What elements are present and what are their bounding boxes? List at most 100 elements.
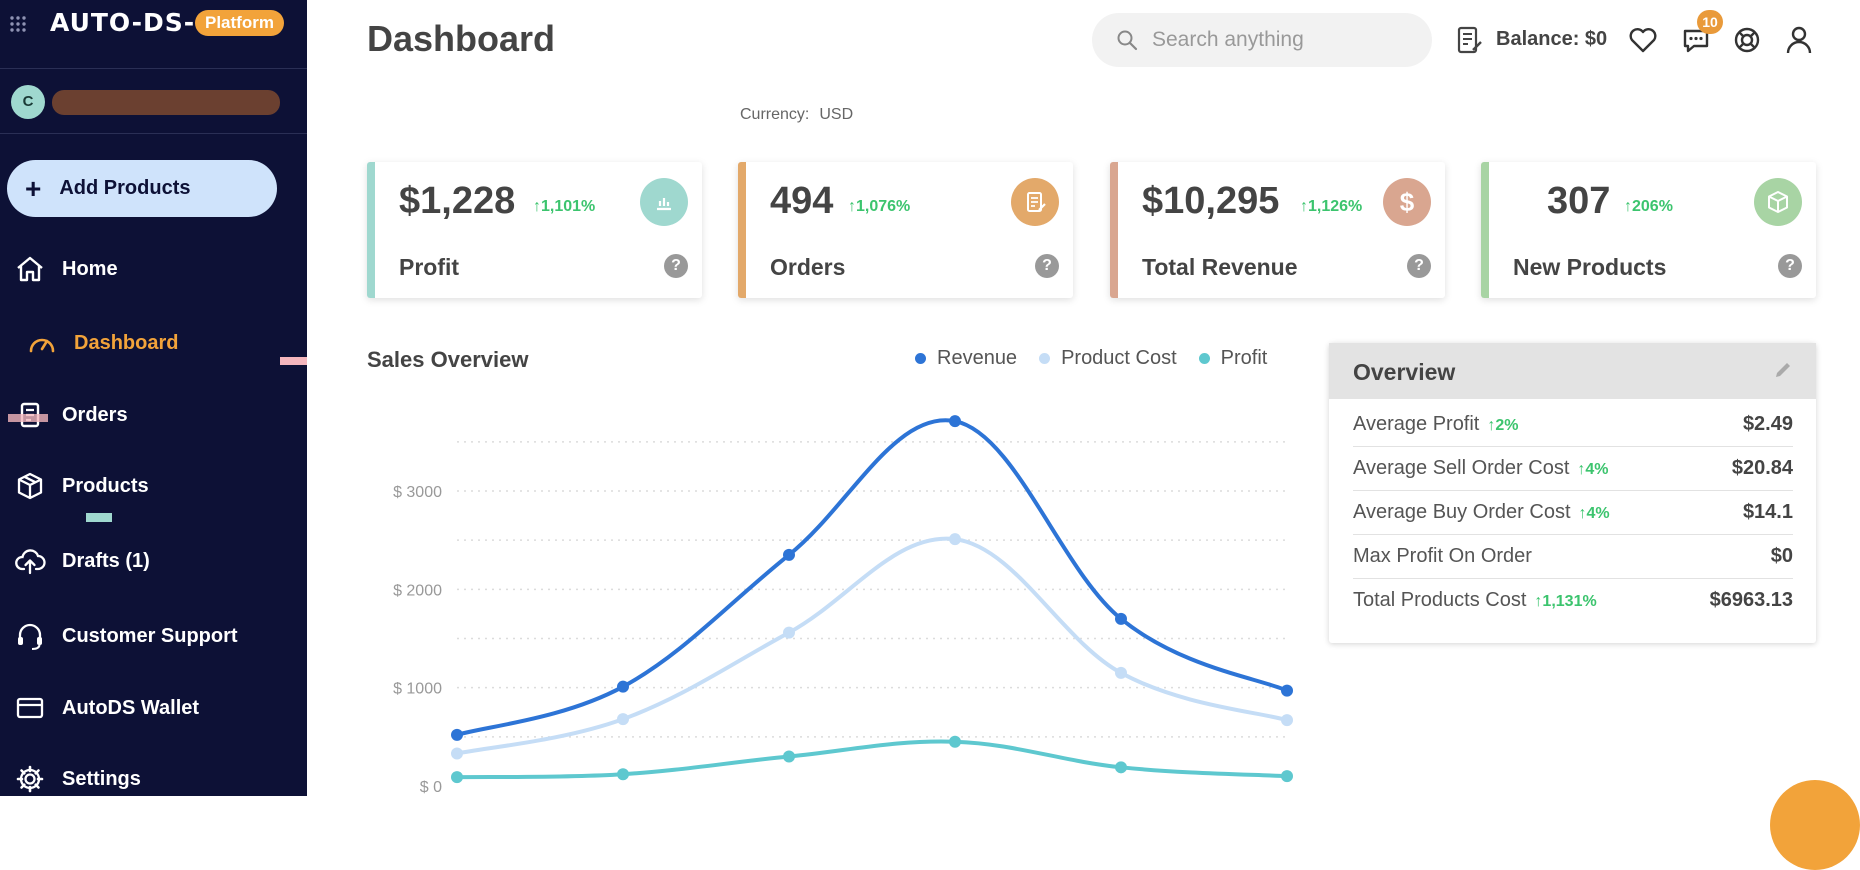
sidebar-item-label: Dashboard [74, 331, 179, 354]
gauge-icon [29, 338, 55, 353]
stat-card-total-revenue: $10,295 ↑1,126% Total Revenue $ ? [1110, 162, 1445, 298]
data-point-product-cost [617, 713, 629, 726]
sales-overview-title: Sales Overview [367, 347, 529, 372]
overview-row-label: Average Sell Order Cost ↑4% [1353, 457, 1609, 480]
sidebar-item-settings[interactable]: Settings [0, 754, 307, 804]
data-point-product-cost [1281, 714, 1293, 727]
stat-card-new-products: 307 ↑206% New Products ? [1481, 162, 1816, 298]
sidebar-item-label: Customer Support [62, 624, 238, 647]
row-label-text: Average Sell Order Cost [1353, 457, 1570, 479]
series-line-profit [456, 739, 1288, 780]
row-change: ↑4% [1578, 505, 1610, 522]
stat-label: Total Revenue [1142, 254, 1298, 280]
account-avatar: C [11, 85, 45, 119]
stat-card-orders: 494 ↑1,076% Orders ? [738, 162, 1073, 298]
stat-value: 494 [770, 180, 834, 222]
plus-icon: + [25, 172, 42, 204]
autods-logo[interactable]: AUTO-DS- [50, 8, 196, 37]
sidebar-item-label: AutoDS Wallet [62, 696, 200, 719]
account-selector[interactable]: C [0, 68, 307, 134]
package-icon [1754, 178, 1802, 226]
sidebar-item-drafts[interactable]: Drafts (1) [0, 536, 307, 586]
help-icon[interactable]: ? [1407, 254, 1431, 278]
help-icon[interactable]: ? [1778, 254, 1802, 278]
legend-swatch [915, 353, 926, 364]
scroll-marker [280, 357, 307, 365]
legend-label: Profit [1220, 347, 1268, 369]
overview-row-label: Max Profit On Order [1353, 545, 1540, 568]
data-point-profit [617, 768, 629, 781]
stat-label: Profit [399, 254, 460, 280]
data-point-revenue [1281, 684, 1293, 697]
sidebar-item-label: Settings [62, 767, 141, 790]
add-products-button[interactable]: + Add Products [7, 160, 277, 217]
card-accent-bar [1110, 162, 1118, 298]
user-profile-icon[interactable] [1783, 24, 1815, 56]
gear-icon [16, 765, 44, 793]
wallet-icon [16, 697, 44, 719]
sales-overview-chart: $ 0 $ 1000 $ 2000 $ 3000 [393, 415, 1293, 796]
row-label-text: Average Profit [1353, 413, 1480, 435]
box-icon [17, 472, 43, 500]
data-point-profit [783, 750, 795, 763]
sidebar-item-customer-support[interactable]: Customer Support [0, 611, 307, 661]
y-tick-label: $ 3000 [393, 484, 442, 501]
overview-row-value: $20.84 [1731, 457, 1793, 479]
data-point-revenue [617, 680, 629, 693]
help-icon[interactable]: ? [664, 254, 688, 278]
decorative-marker [86, 513, 112, 522]
stat-label: New Products [1513, 254, 1667, 280]
pencil-edit-icon[interactable] [1772, 359, 1794, 381]
card-accent-bar [367, 162, 375, 298]
stat-value: $10,295 [1142, 180, 1280, 222]
row-label-text: Average Buy Order Cost [1353, 501, 1571, 523]
overview-row-value: $6963.13 [1709, 589, 1793, 611]
heart-icon[interactable] [1627, 24, 1659, 56]
stat-label: Orders [770, 254, 846, 280]
help-lifebuoy-icon[interactable] [1731, 24, 1763, 56]
legend-item-profit[interactable]: Profit [1198, 347, 1268, 370]
add-products-label: Add Products [59, 177, 191, 199]
row-label-text: Max Profit On Order [1353, 545, 1532, 567]
row-label-text: Total Products Cost [1353, 589, 1527, 611]
data-point-profit [451, 771, 463, 784]
chat-launcher-button[interactable] [1770, 780, 1860, 870]
overview-row-value: $14.1 [1742, 501, 1793, 523]
stat-change: ↑1,101% [533, 198, 596, 215]
search-icon [1117, 30, 1138, 51]
cloud-upload-icon [15, 549, 46, 575]
brand-bar: AUTO-DS- Platform [0, 0, 307, 48]
legend-item-product-cost[interactable]: Product Cost [1039, 347, 1177, 370]
overview-row-total-products-cost: Total Products Cost ↑1,131% $6963.13 [1353, 579, 1793, 623]
sidebar-item-autods-wallet[interactable]: AutoDS Wallet [0, 683, 307, 733]
stat-change: ↑206% [1624, 198, 1673, 215]
currency-label: Currency: [740, 106, 810, 123]
sidebar-item-home[interactable]: Home [0, 244, 307, 294]
balance-receipt-icon[interactable] [1453, 24, 1485, 56]
sidebar-item-products[interactable]: Products [0, 461, 307, 511]
series-line-product-cost [456, 536, 1288, 756]
legend-item-revenue[interactable]: Revenue [915, 347, 1017, 370]
platform-badge[interactable]: Platform [195, 10, 284, 36]
search-input[interactable] [1152, 28, 1412, 52]
series-line-revenue [456, 418, 1288, 737]
data-point-profit [1115, 761, 1127, 774]
overview-row-average-buy-order-cost: Average Buy Order Cost ↑4% $14.1 [1353, 491, 1793, 535]
headset-icon [18, 623, 42, 650]
apps-grid-icon[interactable] [6, 12, 30, 36]
page-title: Dashboard [367, 18, 556, 59]
dollar-icon: $ [1383, 178, 1431, 226]
stat-value: 307 [1547, 180, 1611, 222]
sidebar-item-label: Drafts (1) [62, 549, 150, 572]
sidebar-item-label: Orders [62, 403, 128, 426]
data-point-profit [1281, 770, 1293, 783]
row-change: ↑2% [1487, 417, 1519, 434]
search-bar[interactable] [1092, 13, 1432, 67]
balance-label[interactable]: Balance: $0 [1496, 28, 1608, 50]
stat-card-profit: $1,228 ↑1,101% Profit ? [367, 162, 702, 298]
data-point-product-cost [1115, 666, 1127, 679]
stat-change: ↑1,076% [848, 198, 911, 215]
sidebar-item-dashboard[interactable]: Dashboard [0, 318, 307, 368]
data-point-revenue [949, 415, 961, 428]
help-icon[interactable]: ? [1035, 254, 1059, 278]
